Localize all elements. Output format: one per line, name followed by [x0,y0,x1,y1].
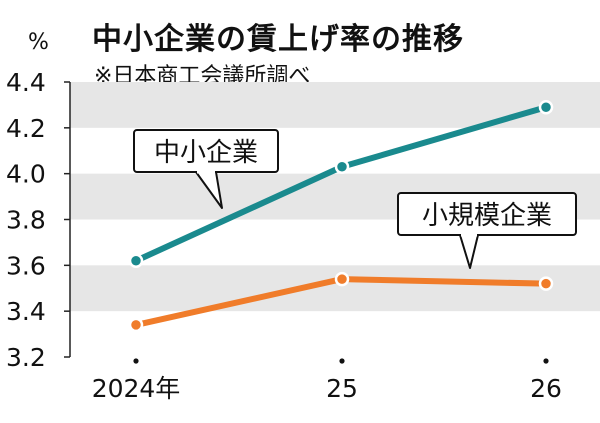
legend-small-box [397,192,577,236]
x-tick-label: 2024年 [92,374,181,403]
x-tick-dot [133,358,139,364]
y-tick-label: 4.0 [6,160,46,189]
x-tick-dot [339,358,345,364]
y-tick-label: 3.6 [6,251,46,280]
x-tick-label: 26 [530,374,562,403]
legend-small-pointer [459,234,479,269]
y-tick-label: 4.2 [6,114,46,143]
legend-small-label: 小規模企業 [422,201,552,231]
data-point [334,271,350,287]
y-tick-label: 4.4 [6,68,46,97]
x-tick-label: 25 [326,374,358,403]
grid-band [70,265,600,312]
y-tick-label: 3.8 [6,206,46,235]
y-unit-label: % [28,30,49,55]
data-point [334,159,350,175]
data-point [538,276,554,291]
chart-title: 中小企業の賃上げ率の推移 [92,22,464,57]
y-tick-label: 3.4 [6,297,46,326]
grid-band [70,82,600,128]
x-tick-dot [543,358,549,364]
data-point [538,99,554,115]
y-tick-label: 3.2 [6,343,46,372]
data-point [128,253,144,268]
legend-sme-label: 中小企業 [154,138,258,168]
data-point [128,317,144,333]
